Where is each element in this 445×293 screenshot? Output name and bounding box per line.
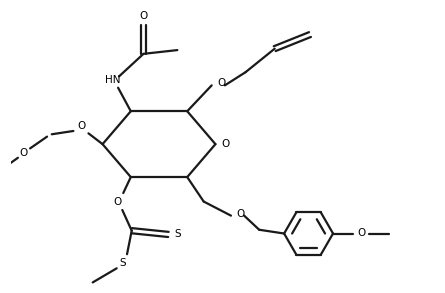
Text: O: O — [139, 11, 148, 21]
Text: HN: HN — [105, 75, 120, 85]
Text: S: S — [174, 229, 181, 239]
Text: O: O — [236, 209, 244, 219]
Text: O: O — [357, 228, 365, 238]
Text: S: S — [119, 258, 125, 268]
Text: O: O — [20, 148, 28, 158]
Text: O: O — [113, 197, 122, 207]
Text: O: O — [222, 139, 230, 149]
Text: O: O — [217, 79, 225, 88]
Text: O: O — [77, 121, 85, 131]
